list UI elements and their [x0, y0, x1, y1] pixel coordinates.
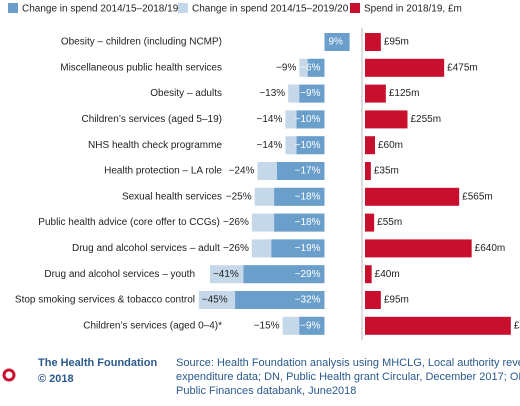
bar-spend — [365, 265, 372, 284]
value-label: £35m — [374, 166, 399, 177]
value-label: −9% — [300, 320, 320, 331]
bar-dark — [299, 84, 325, 103]
bar-dark — [324, 33, 350, 51]
category-label: Children’s services (aged 5–19) — [82, 114, 222, 125]
value-label: −41% — [213, 269, 239, 280]
bar-dark — [235, 291, 325, 309]
value-label: £95m — [384, 37, 409, 48]
value-label: −10% — [295, 140, 321, 151]
legend-swatch — [178, 3, 188, 13]
value-label: −19% — [295, 243, 321, 254]
bar-dark — [296, 136, 325, 155]
bar-spend — [365, 239, 472, 258]
bar-dark — [299, 316, 325, 335]
value-label: £40m — [375, 269, 400, 280]
category-label: Stop smoking services & tobacco control — [15, 295, 195, 306]
legend-swatch — [8, 3, 18, 13]
source: expenditure data; DN, Public Health gran… — [176, 371, 520, 383]
value-label: −18% — [295, 191, 321, 202]
category-label: Children’s services (aged 0–4)* — [83, 320, 222, 331]
bar-spend — [365, 316, 511, 335]
value-label: −45% — [202, 295, 228, 306]
bar-dark — [274, 213, 325, 232]
logo — [2, 368, 16, 382]
value-label: −14% — [257, 140, 283, 151]
bar-spend — [365, 58, 445, 77]
value-label: £255m — [411, 114, 442, 125]
category-label: Sexual health services — [122, 191, 222, 202]
source: Source: Health Foundation analysis using… — [176, 357, 520, 369]
org: The Health Foundation — [38, 357, 157, 369]
legend-label: Spend in 2018/19, £m — [364, 4, 462, 15]
value-label: −25% — [226, 191, 252, 202]
value-label: −26% — [223, 243, 249, 254]
value-label: £95m — [384, 295, 409, 306]
value-label: −17% — [295, 166, 321, 177]
value-label: −14% — [257, 114, 283, 125]
category-label: Public health advice (core offer to CCGs… — [38, 217, 220, 228]
category-label: Health protection – LA role — [104, 166, 222, 177]
legend-swatch — [350, 3, 360, 13]
source: Public Finances databank, June2018 — [176, 385, 356, 397]
value-label: £640m — [475, 243, 506, 254]
category-label: Obesity – children (including NCMP) — [61, 37, 222, 48]
bar-spend — [365, 33, 381, 51]
value-label: £875m — [514, 320, 520, 331]
value-label: £475m — [447, 62, 478, 73]
value-label: £125m — [389, 88, 420, 99]
bar-spend — [365, 110, 408, 129]
copyright: © 2018 — [38, 373, 74, 385]
value-label: −32% — [295, 295, 321, 306]
value-label: −6% — [300, 62, 320, 73]
value-label: −18% — [295, 217, 321, 228]
bar-dark — [274, 187, 325, 206]
value-label: −29% — [295, 269, 321, 280]
value-label: 9% — [328, 37, 343, 48]
bar-dark — [243, 265, 325, 284]
value-label: £55m — [377, 217, 402, 228]
bar-spend — [365, 213, 375, 232]
value-label: −26% — [223, 217, 249, 228]
bar-dark — [296, 110, 325, 129]
legend-label: Change in spend 2014/15–2018/19 — [22, 4, 179, 15]
value-label: £565m — [462, 191, 493, 202]
value-label: −10% — [295, 114, 321, 125]
category-label: Miscellaneous public health services — [60, 62, 222, 73]
bar-spend — [365, 136, 375, 155]
bar-spend — [365, 162, 371, 180]
category-label: NHS health check programme — [88, 140, 222, 151]
legend-label: Change in spend 2014/15–2019/20 — [192, 4, 349, 15]
bar-dark — [271, 239, 325, 258]
value-label: −13% — [259, 88, 285, 99]
bar-spend — [365, 84, 386, 103]
value-label: £60m — [378, 140, 403, 151]
bar-spend — [365, 187, 460, 206]
bar-dark — [307, 58, 325, 77]
value-label: −15% — [254, 320, 280, 331]
bar-spend — [365, 291, 381, 309]
value-label: −9% — [276, 62, 296, 73]
value-label: −24% — [229, 166, 255, 177]
category-label: Drug and alcohol services – youth — [44, 269, 195, 280]
value-label: −9% — [300, 88, 320, 99]
category-label: Drug and alcohol services – adult — [72, 243, 220, 254]
category-label: Obesity – adults — [150, 88, 222, 99]
bar-dark — [277, 162, 325, 180]
